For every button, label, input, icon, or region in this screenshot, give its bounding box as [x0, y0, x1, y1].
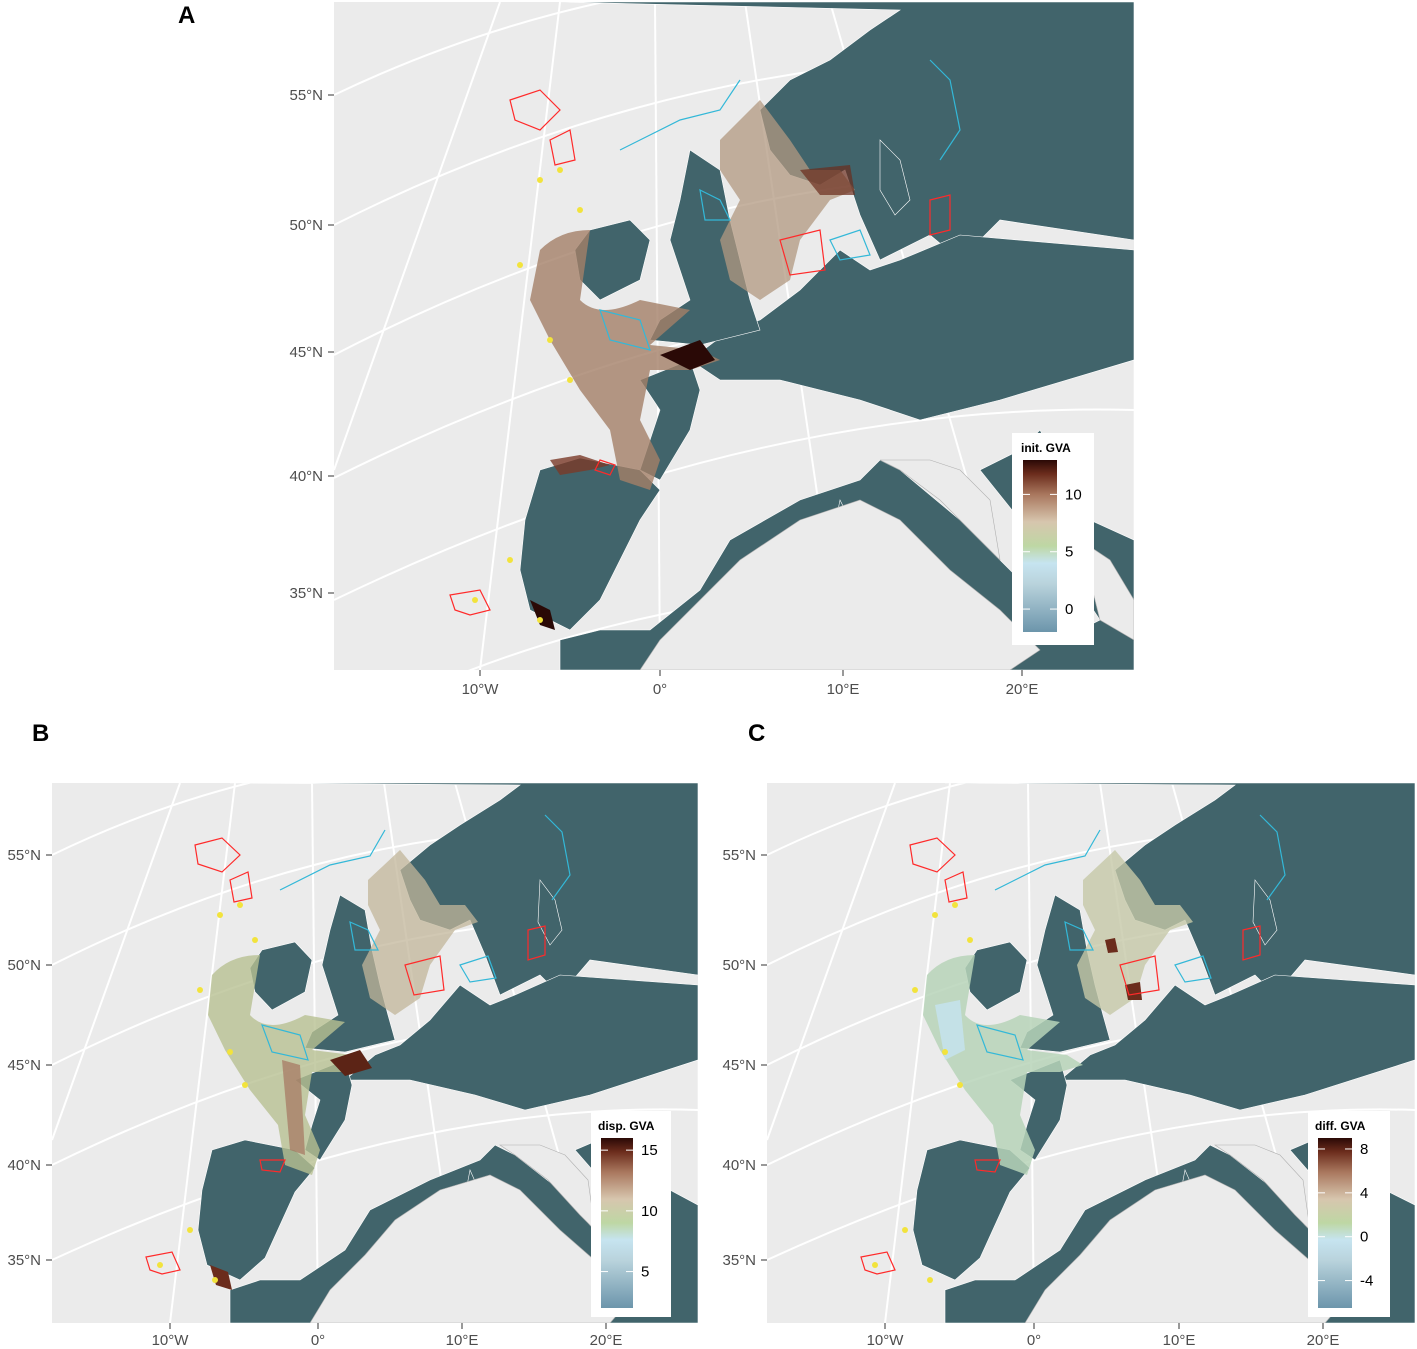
protected-areas: [860, 814, 1286, 1275]
gva-heatmap: [208, 850, 478, 1290]
yellow-points: [157, 902, 258, 1283]
legend-tick-label: 5: [1065, 544, 1073, 561]
lon-label: 20°E: [1006, 681, 1039, 698]
lon-label: 0°: [1027, 1332, 1041, 1349]
lat-label: 35°N: [289, 585, 323, 602]
lat-label: 35°N: [7, 1252, 41, 1269]
lat-label: 50°N: [7, 957, 41, 974]
gva-heatmap: [923, 850, 1193, 1175]
lon-label: 10°W: [867, 1332, 905, 1349]
lat-label: 55°N: [722, 847, 756, 864]
yellow-points: [872, 902, 973, 1283]
lon-label: 10°W: [462, 681, 500, 698]
lon-label: 0°: [653, 681, 667, 698]
lat-label: 55°N: [7, 847, 41, 864]
gva-heatmap: [530, 100, 855, 630]
protected-areas: [449, 59, 961, 616]
lat-label: 40°N: [7, 1157, 41, 1174]
lon-label: 10°E: [1163, 1332, 1196, 1349]
lon-label: 20°E: [590, 1332, 623, 1349]
panel-letter-b: B: [32, 720, 50, 747]
axis-ticks-b: [46, 854, 607, 1329]
panel-letter-c: C: [748, 720, 766, 747]
legend-c: diff. GVA 8 4 0 -4: [1308, 1111, 1390, 1317]
lon-label: 10°W: [152, 1332, 190, 1349]
legend-a: init. GVA 10 5 0: [1012, 433, 1094, 645]
axis-ticks-c: [761, 854, 1324, 1329]
lat-label: 35°N: [722, 1252, 756, 1269]
legend-tick-label: -4: [1360, 1273, 1373, 1290]
lat-label: 45°N: [722, 1057, 756, 1074]
protected-areas: [145, 814, 571, 1275]
lat-label: 55°N: [289, 87, 323, 104]
legend-title: init. GVA: [1021, 441, 1071, 455]
legend-colorbar: [1023, 460, 1057, 632]
map-area-b: [52, 783, 698, 1323]
legend-tick-label: 15: [641, 1142, 658, 1159]
legend-colorbar: [1318, 1138, 1352, 1308]
map-area-a: [334, 2, 1134, 670]
legend-title: disp. GVA: [598, 1119, 655, 1133]
lon-label: 10°E: [827, 681, 860, 698]
legend-b: disp. GVA 15 10 5: [591, 1111, 671, 1317]
lon-label: 0°: [311, 1332, 325, 1349]
lon-label: 10°E: [446, 1332, 479, 1349]
legend-tick-label: 8: [1360, 1141, 1368, 1158]
lon-label: 20°E: [1307, 1332, 1340, 1349]
map-panel-a: 55°N 50°N 45°N 40°N 35°N 10°W 0° 10°E 20…: [289, 2, 1134, 698]
legend-colorbar: [601, 1138, 633, 1308]
legend-tick-label: 0: [1360, 1229, 1368, 1246]
map-area-c: [767, 783, 1415, 1323]
legend-tick-label: 0: [1065, 601, 1073, 618]
legend-tick-label: 4: [1360, 1185, 1368, 1202]
panel-letter-a: A: [178, 2, 196, 29]
lat-label: 50°N: [289, 217, 323, 234]
legend-tick-label: 10: [641, 1203, 658, 1220]
lat-label: 50°N: [722, 957, 756, 974]
legend-tick-label: 5: [641, 1264, 649, 1281]
lat-label: 45°N: [289, 344, 323, 361]
yellow-points: [472, 167, 583, 623]
map-panel-b: 55°N 50°N 45°N 40°N 35°N 10°W 0° 10°E 20…: [7, 783, 698, 1349]
axis-ticks-a: [328, 94, 1023, 676]
legend-title: diff. GVA: [1315, 1119, 1366, 1133]
lat-label: 40°N: [722, 1157, 756, 1174]
lat-label: 45°N: [7, 1057, 41, 1074]
map-panel-c: 55°N 50°N 45°N 40°N 35°N 10°W 0° 10°E 20…: [722, 783, 1415, 1349]
lat-label: 40°N: [289, 468, 323, 485]
legend-tick-label: 10: [1065, 486, 1082, 503]
